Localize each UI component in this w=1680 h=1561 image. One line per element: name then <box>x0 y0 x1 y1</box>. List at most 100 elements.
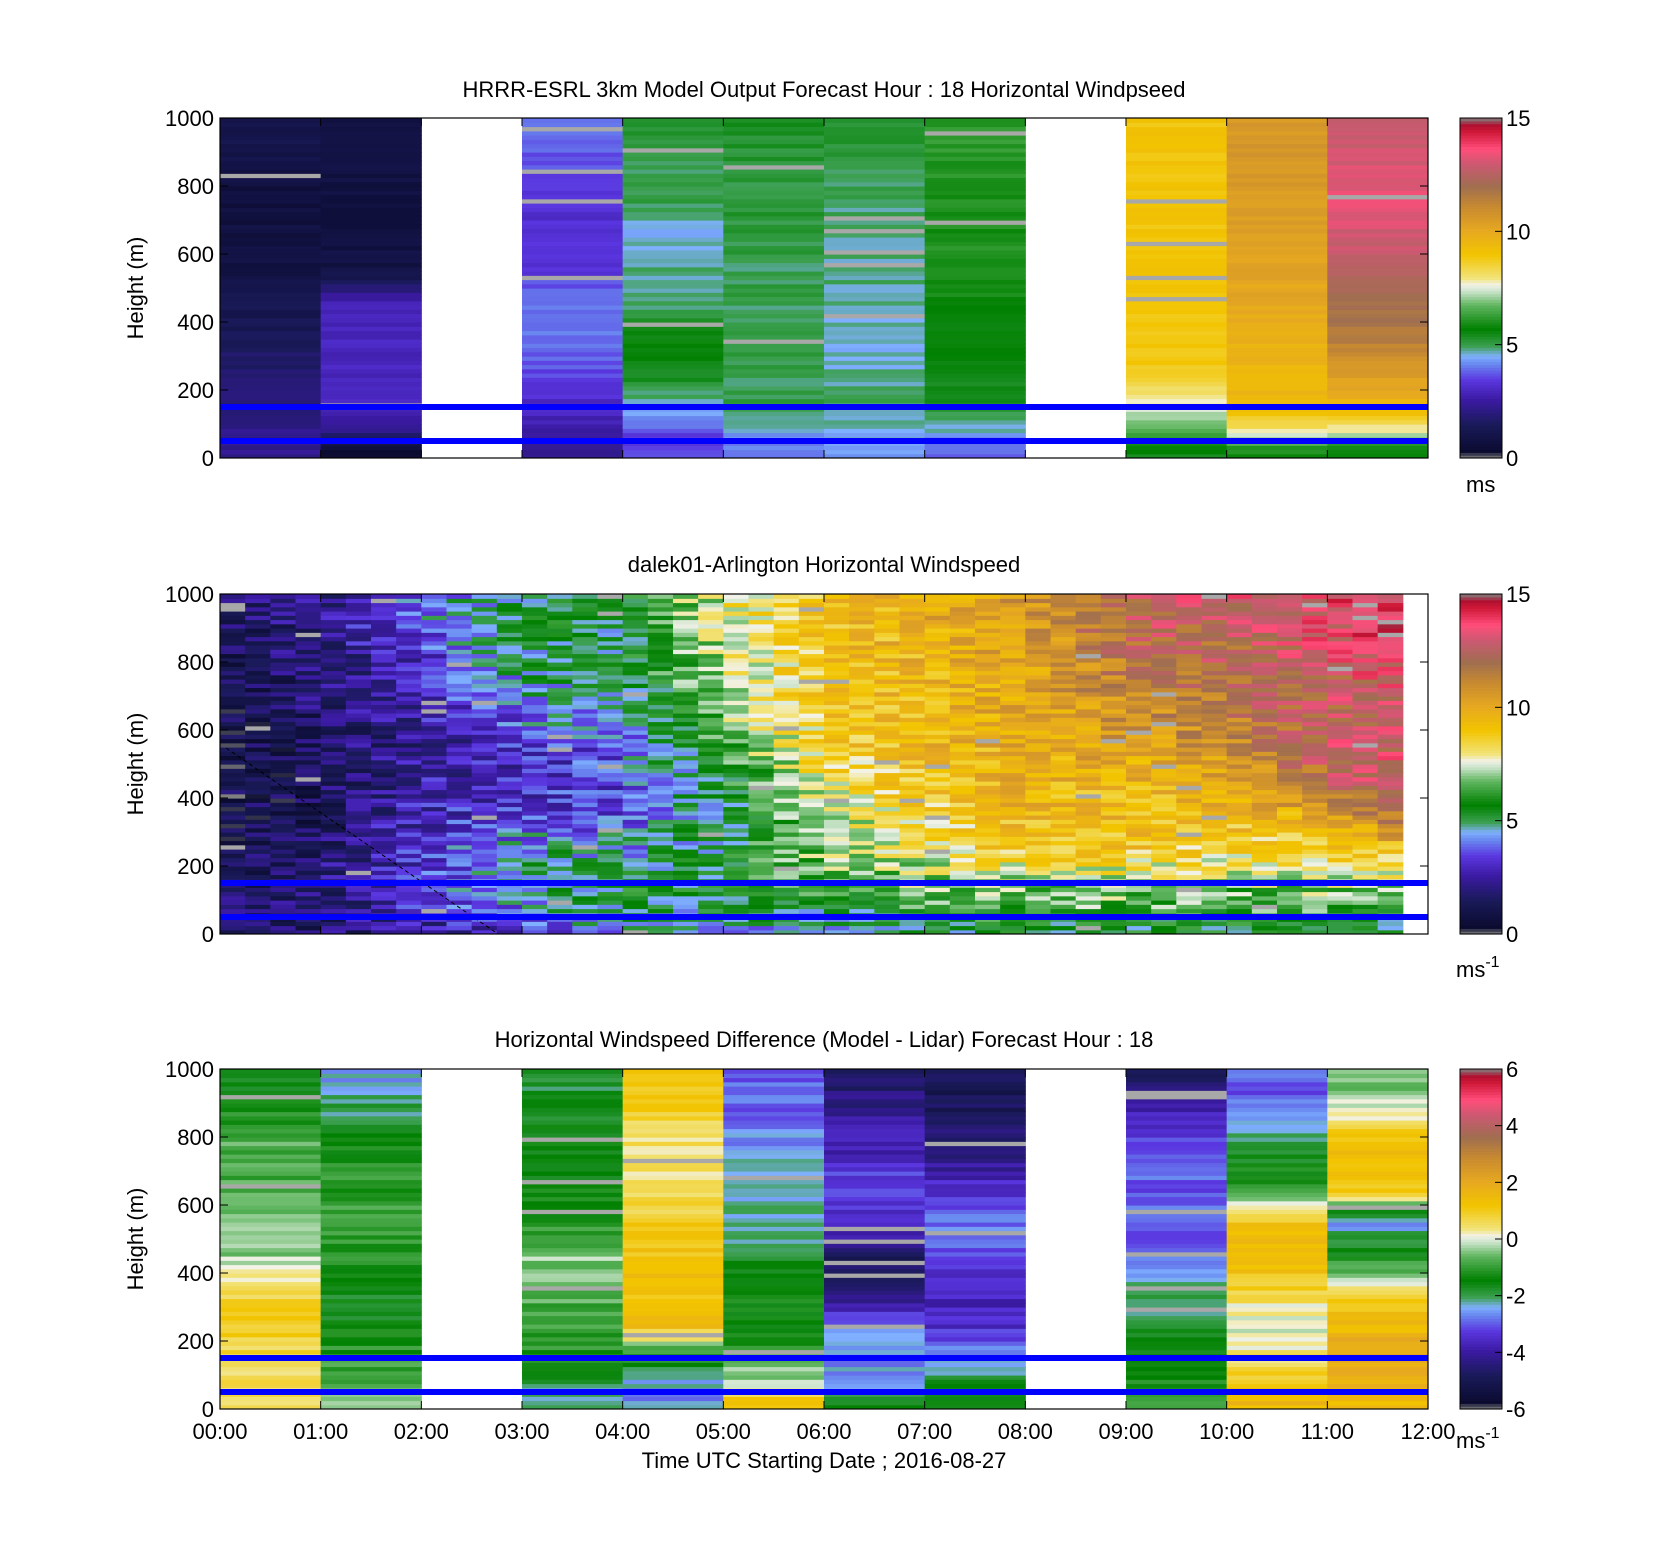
heatmap-cell <box>824 232 926 238</box>
heatmap-cell <box>723 322 825 327</box>
heatmap-cell <box>522 734 548 740</box>
colorbar-segment <box>1460 225 1502 230</box>
heatmap-cell <box>1075 827 1102 833</box>
heatmap-cell <box>471 929 498 934</box>
heatmap-cell <box>446 904 473 910</box>
heatmap-cell <box>522 874 548 880</box>
heatmap-cell <box>1201 751 1228 757</box>
heatmap-cell <box>1176 721 1202 727</box>
heatmap-cell <box>622 844 649 850</box>
heatmap-cell <box>1201 653 1228 659</box>
heatmap-cell <box>1302 853 1328 859</box>
heatmap-cell <box>874 670 900 676</box>
heatmap-cell <box>320 849 347 854</box>
heatmap-cell <box>773 819 800 825</box>
heatmap-cell <box>345 764 372 769</box>
heatmap-cell <box>1302 785 1328 791</box>
heatmap-cell <box>723 419 825 425</box>
heatmap-cell <box>295 857 322 863</box>
heatmap-cell <box>647 713 674 718</box>
colorbar-segment <box>1460 633 1502 638</box>
heatmap-cell <box>824 296 926 302</box>
heatmap-cell <box>773 611 800 616</box>
heatmap-cell <box>446 785 473 791</box>
heatmap-cell <box>522 326 624 332</box>
heatmap-cell <box>421 759 447 765</box>
heatmap-cell <box>1000 815 1026 820</box>
heatmap-cell <box>924 262 1026 268</box>
heatmap-cell <box>798 700 825 706</box>
heatmap-cell <box>220 900 246 905</box>
heatmap-cell <box>949 768 976 774</box>
heatmap-cell <box>572 925 598 931</box>
heatmap-cell <box>421 657 447 663</box>
heatmap-cell <box>949 691 976 697</box>
heatmap-cell <box>1226 394 1328 400</box>
heatmap-cell <box>899 662 926 667</box>
heatmap-cell <box>949 819 976 825</box>
heatmap-cell <box>597 823 624 829</box>
heatmap-cell <box>824 653 850 659</box>
heatmap-cell <box>597 929 624 934</box>
heatmap-cell <box>295 619 322 625</box>
heatmap-cell <box>1226 271 1328 276</box>
heatmap-cell <box>597 819 624 825</box>
heatmap-cell <box>270 751 296 757</box>
heatmap-cell <box>1226 309 1328 315</box>
heatmap-cell <box>1176 602 1202 608</box>
heatmap-cell <box>1176 747 1202 752</box>
heatmap-cell <box>773 602 800 608</box>
heatmap-cell <box>220 832 246 837</box>
heatmap-cell <box>1226 687 1253 693</box>
heatmap-cell <box>622 177 724 183</box>
heatmap-cell <box>496 781 523 786</box>
heatmap-cell <box>975 870 1001 876</box>
heatmap-cell <box>1126 704 1152 710</box>
heatmap-cell <box>874 857 900 863</box>
heatmap-cell <box>1075 619 1102 625</box>
heatmap-cell <box>1000 696 1026 701</box>
heatmap-cell <box>924 419 1026 425</box>
heatmap-cell <box>1126 122 1228 128</box>
heatmap-cell <box>798 696 825 701</box>
heatmap-cell <box>597 772 624 778</box>
heatmap-cell <box>798 866 825 871</box>
colorbar-tick-label: 5 <box>1506 809 1518 834</box>
heatmap-cell <box>1251 759 1278 765</box>
colorbar-segment <box>1460 273 1502 278</box>
heatmap-cell <box>295 670 322 676</box>
heatmap-cell <box>220 844 246 850</box>
heatmap-cell <box>849 683 875 689</box>
heatmap-cell <box>899 734 926 740</box>
heatmap-cell <box>824 730 850 735</box>
heatmap-cell <box>220 640 246 646</box>
heatmap-cell <box>270 713 296 718</box>
heatmap-cell <box>1000 636 1026 642</box>
heatmap-cell <box>874 653 900 659</box>
heatmap-cells <box>220 594 1404 934</box>
heatmap-cell <box>698 730 724 735</box>
heatmap-cell <box>220 143 322 149</box>
heatmap-cell <box>723 283 825 289</box>
heatmap-cell <box>824 394 926 400</box>
heatmap-cell <box>446 806 473 812</box>
heatmap-cell <box>1126 619 1152 625</box>
heatmap-cell <box>1302 891 1328 897</box>
heatmap-cell <box>1075 759 1102 765</box>
heatmap-cell <box>723 258 825 264</box>
heatmap-cell <box>975 696 1001 701</box>
heatmap-cell <box>345 725 372 731</box>
heatmap-cell <box>622 870 649 876</box>
heatmap-cell <box>773 776 800 782</box>
heatmap-cell <box>1050 687 1077 693</box>
heatmap-cell <box>295 730 322 735</box>
heatmap-cell <box>320 759 347 765</box>
heatmap-cell <box>1176 895 1202 901</box>
heatmap-cell <box>1000 640 1026 646</box>
heatmap-cell <box>1327 198 1428 204</box>
heatmap-cell <box>698 657 724 663</box>
heatmap-cell <box>723 224 825 230</box>
heatmap-cell <box>798 738 825 744</box>
heatmap-cell <box>446 789 473 795</box>
